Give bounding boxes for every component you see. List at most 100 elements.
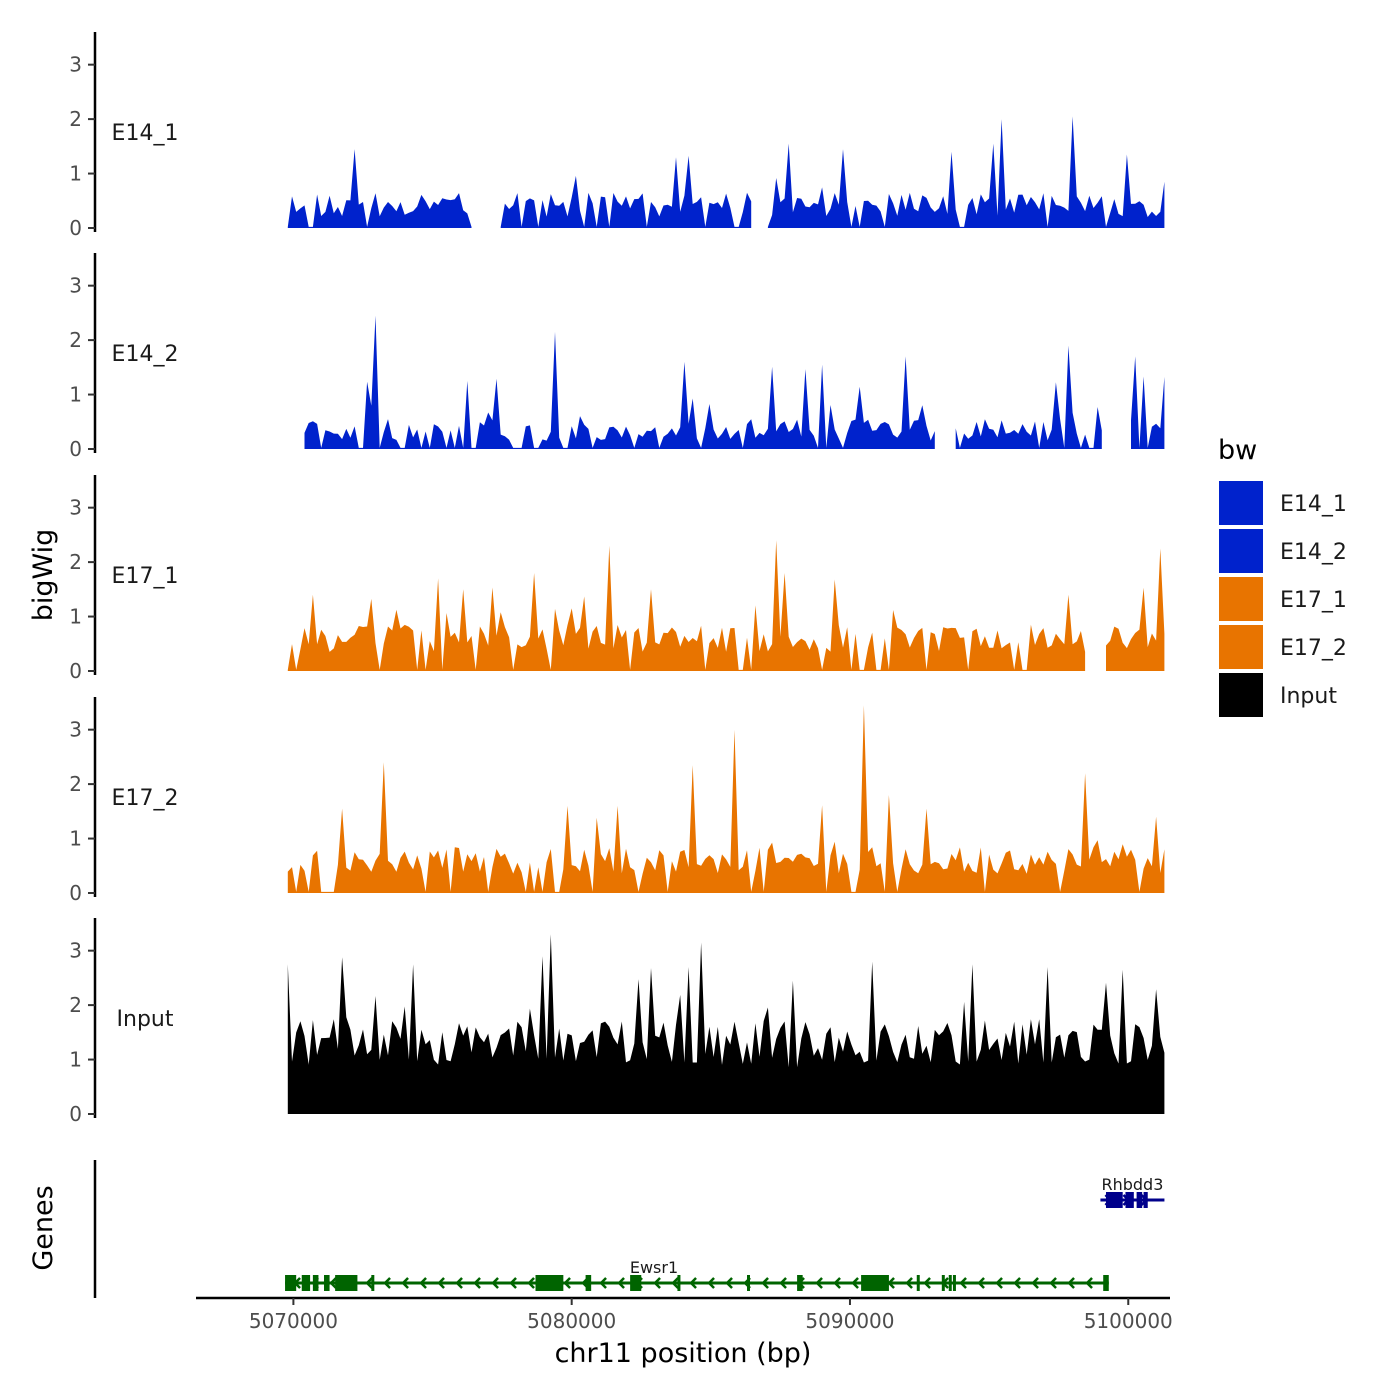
y-tick-label: 3 [69,939,82,963]
strand-chevron [815,1277,823,1289]
y-tick-label: 2 [69,993,82,1017]
coverage-area [304,315,935,449]
x-tick-label: 5090000 [805,1309,894,1333]
coverage-area [767,116,1165,228]
x-tick-label: 5070000 [249,1309,338,1333]
legend-swatch-input [1219,673,1263,717]
strand-chevron [653,1277,661,1289]
strand-chevron [851,1277,859,1289]
coverage-area [287,705,1165,893]
exon [916,1275,920,1291]
strand-chevron [707,1277,715,1289]
track-e17_2: 0 1 2 3 E17_2 [69,697,1165,905]
strand-chevron [617,1277,625,1289]
strand-chevron [689,1277,697,1289]
y-tick-label: 2 [69,772,82,796]
y-tick-label: 0 [69,437,82,461]
gene-rhbdd3: Rhbdd3 [1100,1175,1165,1208]
exon [535,1275,564,1291]
strand-chevron [887,1277,895,1289]
y-axis-title: bigWig [28,529,59,622]
legend-swatch-e17_2 [1219,625,1263,669]
y-tick-label: 2 [69,550,82,574]
strand-chevron [473,1277,481,1289]
strand-chevron [833,1277,841,1289]
strand-chevron [671,1277,679,1289]
y-tick-label: 1 [69,162,82,186]
track-label: E14_1 [112,121,179,146]
exon [677,1275,681,1291]
exon [312,1275,319,1291]
strand-chevron [1067,1277,1075,1289]
legend-label: E17_1 [1280,588,1347,613]
coverage-area [1131,356,1165,449]
genes-layer: Ewsr1 Rhbdd3 [93,1160,1165,1298]
y-tick-label: 1 [69,383,82,407]
y-tick-label: 1 [69,827,82,851]
track-e14_1: 0 1 2 3 E14_1 [69,32,1165,240]
strand-chevron [761,1277,769,1289]
legend-label: E17_2 [1280,636,1347,661]
exon [630,1275,642,1291]
y-tick-label: 3 [69,53,82,77]
y-tick-label: 0 [69,881,82,905]
coverage-area [955,345,1102,449]
exon [948,1275,952,1291]
exon [1143,1192,1148,1208]
exon [861,1275,889,1291]
gene-label: Rhbdd3 [1101,1175,1163,1194]
y-tick-label: 2 [69,328,82,352]
legend-title: bw [1218,435,1257,466]
strand-chevron [1031,1277,1039,1289]
legend-label: E14_1 [1280,492,1347,517]
coverage-area [1106,548,1165,671]
x-tick-label: 5100000 [1084,1309,1173,1333]
exon [324,1275,330,1291]
track-label: E17_1 [112,564,179,589]
exon [1105,1192,1123,1208]
strand-chevron [419,1277,427,1289]
strand-chevron [1085,1277,1093,1289]
track-input: 0 1 2 3 Input [69,918,1165,1126]
strand-chevron [599,1277,607,1289]
strand-chevron [959,1277,967,1289]
exon [952,1275,956,1291]
gene-label: Ewsr1 [630,1258,678,1277]
genes-axis-title: Genes [28,1185,59,1270]
strand-chevron [491,1277,499,1289]
exon [941,1275,945,1291]
legend-label: Input [1280,684,1337,709]
exon [335,1275,358,1291]
coverage-area [500,155,752,228]
strand-chevron [509,1277,517,1289]
gene-ewsr1: Ewsr1 [285,1258,1109,1291]
strand-chevron [563,1277,571,1289]
exon [797,1275,803,1291]
track-e17_1: 0 1 2 3 E17_1 [69,475,1165,683]
y-tick-label: 3 [69,496,82,520]
coverage-area [287,149,472,228]
legend-swatch-e17_1 [1219,577,1263,621]
coverage-area [287,540,1086,671]
strand-chevron [1049,1277,1057,1289]
exon [301,1275,311,1291]
strand-chevron [995,1277,1003,1289]
exon [1125,1192,1134,1208]
exon [585,1275,592,1291]
strand-chevron [365,1277,373,1289]
exon [1136,1192,1143,1208]
strand-chevron [905,1277,913,1289]
y-tick-label: 1 [69,605,82,629]
strand-chevron [455,1277,463,1289]
y-tick-label: 0 [69,216,82,240]
track-label: Input [117,1007,174,1032]
exon [747,1275,751,1291]
y-tick-label: 2 [69,107,82,131]
coverage-area [287,934,1165,1114]
strand-chevron [401,1277,409,1289]
x-axis: 5070000 5080000 5090000 5100000 [196,1296,1173,1333]
exon [285,1275,297,1291]
track-label: E14_2 [112,342,179,367]
exon [371,1275,375,1291]
